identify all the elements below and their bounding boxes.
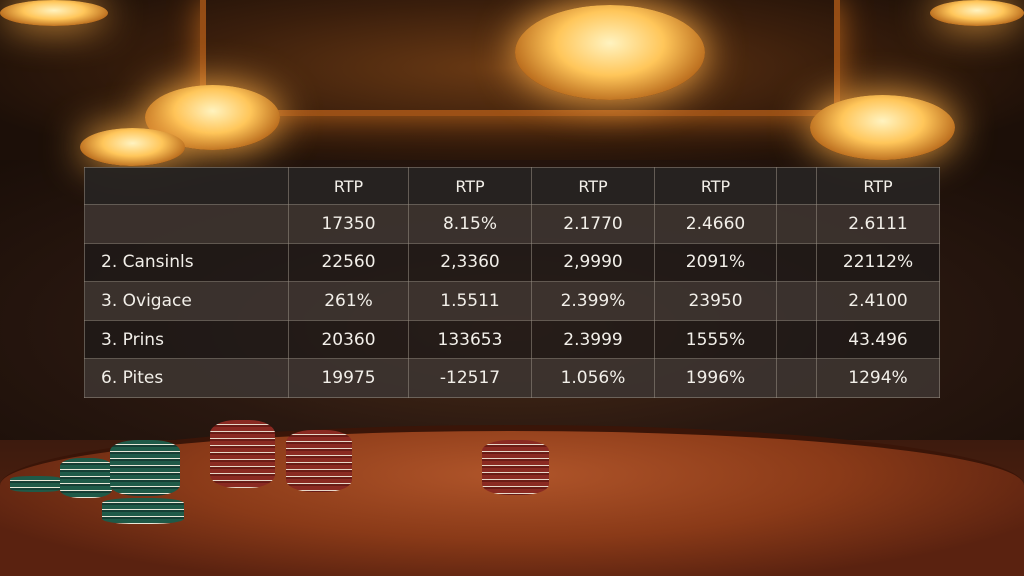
row-label [84, 204, 289, 244]
chandelier [80, 128, 185, 166]
column-header [776, 167, 817, 205]
table-cell: 1996% [654, 358, 777, 398]
table-row: 3. Ovigace 261% 1.5511 2.399% 23950 2.4100 [84, 281, 940, 321]
table-cell: 22112% [816, 242, 940, 283]
table-cell: 1555% [654, 319, 777, 360]
table-cell: -12517 [408, 358, 532, 398]
ceiling-light [930, 0, 1024, 26]
table-row: 6. Pites 19975 -12517 1.056% 1996% 1294% [84, 358, 940, 398]
column-header [84, 167, 289, 205]
table-cell: 2.6111 [816, 204, 940, 244]
chip-stack [110, 440, 180, 496]
table-cell: 261% [288, 281, 409, 321]
column-header: RTP [654, 167, 777, 205]
column-header: RTP [408, 167, 532, 205]
row-label: 3. Prins [84, 319, 289, 360]
table-cell: 2,9990 [531, 242, 655, 283]
table-row: 17350 8.15% 2.1770 2.4660 2.6111 [84, 204, 940, 244]
table-cell [776, 204, 817, 244]
table-cell: 2.3999 [531, 319, 655, 360]
table-cell: 2091% [654, 242, 777, 283]
table-header-row: RTP RTP RTP RTP RTP [84, 167, 940, 205]
table-cell: 2.4100 [816, 281, 940, 321]
table-cell: 2.4660 [654, 204, 777, 244]
column-header: RTP [816, 167, 940, 205]
table-cell: 133653 [408, 319, 532, 360]
chip-stack [482, 440, 549, 495]
table-cell: 1294% [816, 358, 940, 398]
table-cell: 1.056% [531, 358, 655, 398]
table-cell: 1.5511 [408, 281, 532, 321]
table-cell [776, 319, 817, 360]
chip-stack [102, 498, 184, 524]
chandelier [515, 5, 705, 100]
table-cell [776, 358, 817, 398]
row-label: 2. Cansinls [84, 242, 289, 283]
table-cell: 2.1770 [531, 204, 655, 244]
chip-stack [60, 458, 112, 498]
row-label: 6. Pites [84, 358, 289, 398]
table-cell [776, 242, 817, 283]
table-cell: 43.496 [816, 319, 940, 360]
ceiling-light [0, 0, 108, 26]
ceiling-trim [200, 0, 840, 116]
chip-stack [10, 476, 62, 492]
chandelier [810, 95, 955, 160]
rtp-table: RTP RTP RTP RTP RTP 17350 8.15% 2.1770 2.46… [84, 167, 940, 398]
chip-stack [286, 430, 352, 492]
table-cell [776, 281, 817, 321]
table-cell: 20360 [288, 319, 409, 360]
chip-stack [210, 420, 275, 488]
column-header: RTP [288, 167, 409, 205]
table-row: 2. Cansinls 22560 2,3360 2,9990 2091% 22112% [84, 242, 940, 283]
table-cell: 8.15% [408, 204, 532, 244]
table-cell: 23950 [654, 281, 777, 321]
table-cell: 22560 [288, 242, 409, 283]
column-header: RTP [531, 167, 655, 205]
table-cell: 2,3360 [408, 242, 532, 283]
table-row: 3. Prins 20360 133653 2.3999 1555% 43.496 [84, 319, 940, 360]
row-label: 3. Ovigace [84, 281, 289, 321]
table-cell: 17350 [288, 204, 409, 244]
table-cell: 19975 [288, 358, 409, 398]
table-cell: 2.399% [531, 281, 655, 321]
